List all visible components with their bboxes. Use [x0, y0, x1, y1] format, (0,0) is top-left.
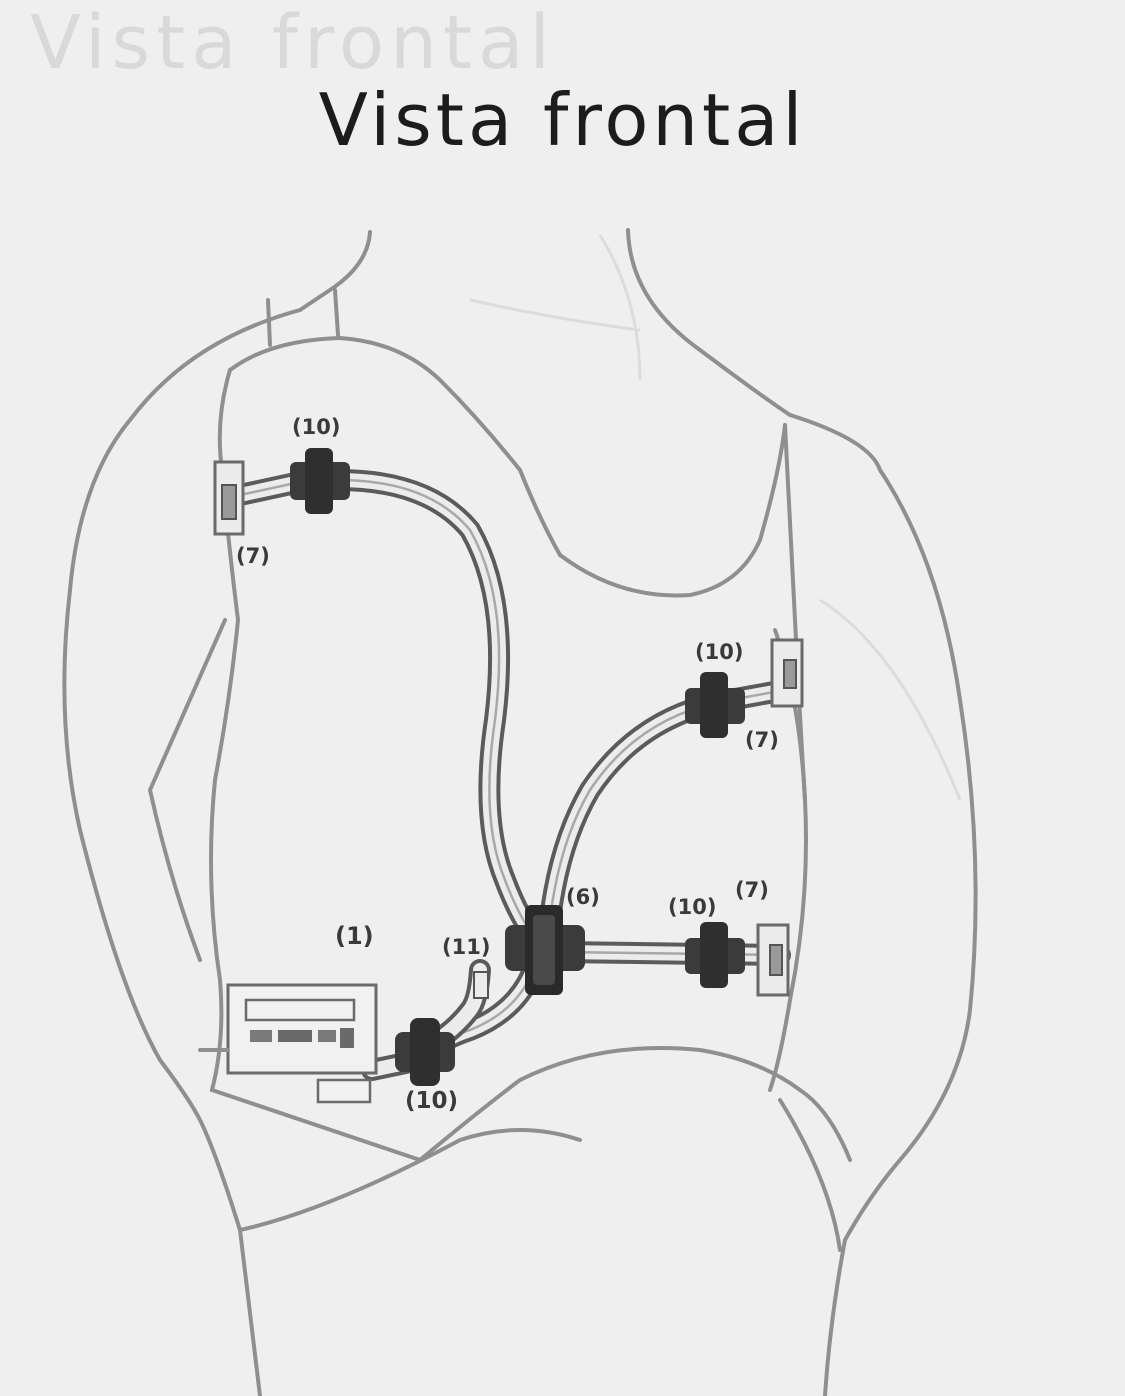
connector-bottom: [395, 1018, 455, 1086]
waist-curve: [238, 1128, 582, 1232]
background-ghost-title: Vista frontal: [30, 0, 556, 86]
electrode-right-upper: [770, 638, 804, 708]
label-connector-top-left: (10): [292, 415, 341, 439]
neck-left: [298, 230, 372, 312]
electrode-top-left: [213, 460, 245, 536]
label-device: (1): [335, 922, 374, 950]
vest-bottom: [210, 1046, 852, 1162]
connector-right-lower: [685, 922, 745, 988]
hub-connector: [505, 905, 585, 995]
label-connector-right-lower: (10): [668, 895, 717, 919]
label-connector-bottom: (10): [405, 1088, 459, 1114]
lower-right-curve: [778, 1098, 842, 1252]
label-connector-right-upper: (10): [695, 640, 744, 664]
left-inner-arm: [148, 618, 227, 962]
right-arm-outline: [788, 413, 978, 1396]
ghost-sketch-lines: [469, 234, 962, 801]
connector-right-upper: [685, 672, 745, 738]
vest-left-panel: [228, 336, 562, 557]
connector-top-left: [290, 448, 350, 514]
page-title: Vista frontal: [318, 78, 807, 162]
electrode-right-lower: [756, 923, 790, 997]
left-arm-outline: [62, 308, 302, 1396]
label-connector-hub-small: (11): [442, 935, 491, 959]
neck-right: [626, 228, 792, 417]
label-hub: (6): [566, 885, 600, 909]
vest-neckline: [558, 423, 787, 598]
torso-outline: [62, 228, 978, 1396]
label-electrode-top-left: (7): [236, 544, 270, 568]
connector-hub-small: [473, 971, 489, 999]
label-electrode-right-upper: (7): [745, 728, 779, 752]
label-electrode-right-lower: (7): [735, 878, 769, 902]
shoulder-strap: [266, 288, 340, 347]
vest-right-edge: [783, 423, 807, 802]
device-unit: [198, 983, 378, 1104]
